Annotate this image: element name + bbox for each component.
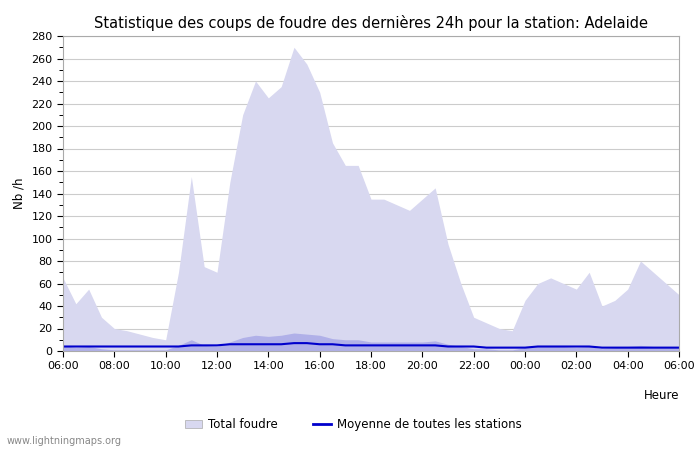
Y-axis label: Nb /h: Nb /h <box>13 178 26 209</box>
Title: Statistique des coups de foudre des dernières 24h pour la station: Adelaide: Statistique des coups de foudre des dern… <box>94 15 648 31</box>
Text: Heure: Heure <box>643 389 679 402</box>
Text: www.lightningmaps.org: www.lightningmaps.org <box>7 436 122 446</box>
